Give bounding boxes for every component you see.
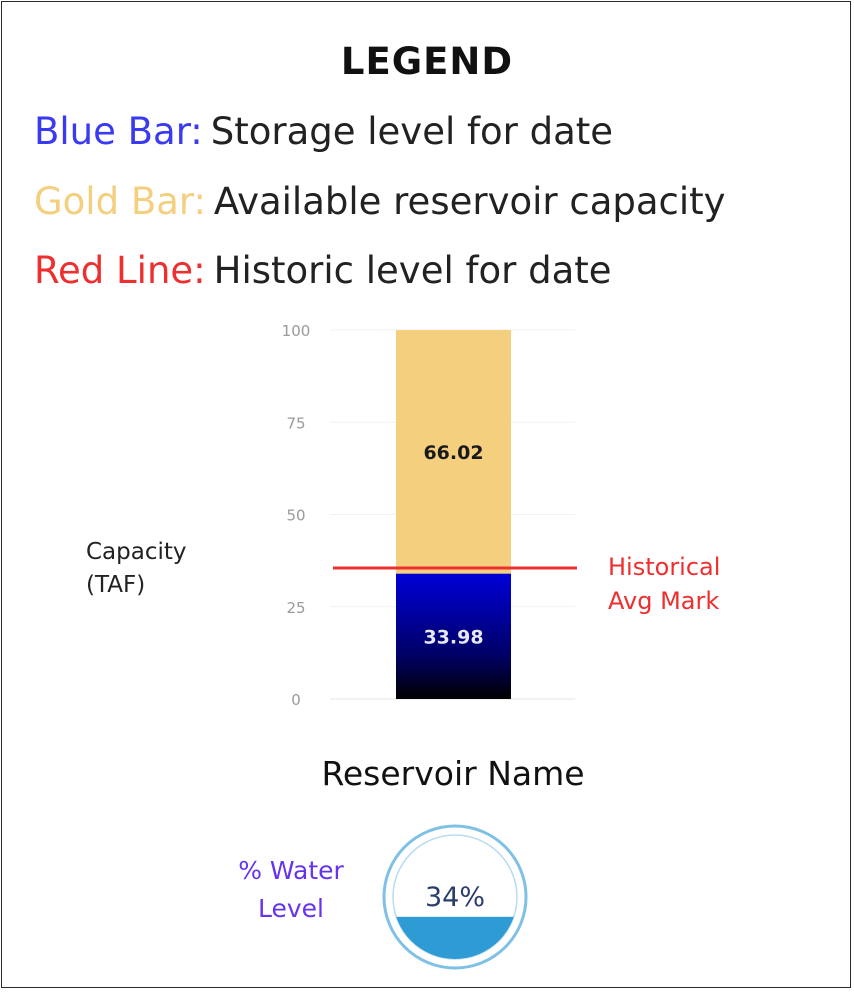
y-axis-title: Capacity (TAF) <box>86 536 187 602</box>
bar-available <box>396 330 511 574</box>
y-tick-label-25: 25 <box>286 599 305 617</box>
water-level-label-line-1: Level <box>258 894 324 923</box>
water-level-gauge: 34% <box>382 824 528 970</box>
legend-title: LEGEND <box>340 40 514 83</box>
historical-avg-label-line-1: Avg Mark <box>608 587 720 615</box>
gauge-value: 34% <box>425 882 485 913</box>
legend-text-gold: Available reservoir capacity <box>213 180 726 223</box>
legend-key-gold: Gold Bar: <box>34 180 206 223</box>
legend-item-red: Red Line: Historic level for date <box>34 249 612 293</box>
y-tick-label-100: 100 <box>282 322 311 340</box>
legend-item-blue: Blue Bar: Storage level for date <box>34 110 613 154</box>
data-label-storage: 33.98 <box>423 626 483 648</box>
water-level-label: % Water Level <box>226 852 356 928</box>
historical-avg-label: Historical Avg Mark <box>608 550 720 618</box>
legend-key-blue: Blue Bar: <box>34 110 203 153</box>
capacity-chart: 0 25 50 75 100 66.02 33.98 <box>282 322 577 709</box>
y-axis-title-line-0: Capacity <box>86 539 187 565</box>
y-tick-label-0: 0 <box>291 691 301 709</box>
bar-storage <box>396 573 511 699</box>
legend-key-red: Red Line: <box>34 249 206 292</box>
data-label-available: 66.02 <box>423 442 483 464</box>
water-level-label-line-0: % Water <box>238 856 344 885</box>
y-axis-title-line-1: (TAF) <box>86 572 146 598</box>
legend-text-red: Historic level for date <box>213 249 612 292</box>
legend-item-gold: Gold Bar: Available reservoir capacity <box>34 180 726 224</box>
y-tick-label-50: 50 <box>286 507 305 525</box>
y-tick-label-75: 75 <box>286 414 305 432</box>
reservoir-name: Reservoir Name <box>321 754 585 793</box>
historical-avg-label-line-0: Historical <box>608 553 721 581</box>
legend-text-blue: Storage level for date <box>210 110 614 153</box>
